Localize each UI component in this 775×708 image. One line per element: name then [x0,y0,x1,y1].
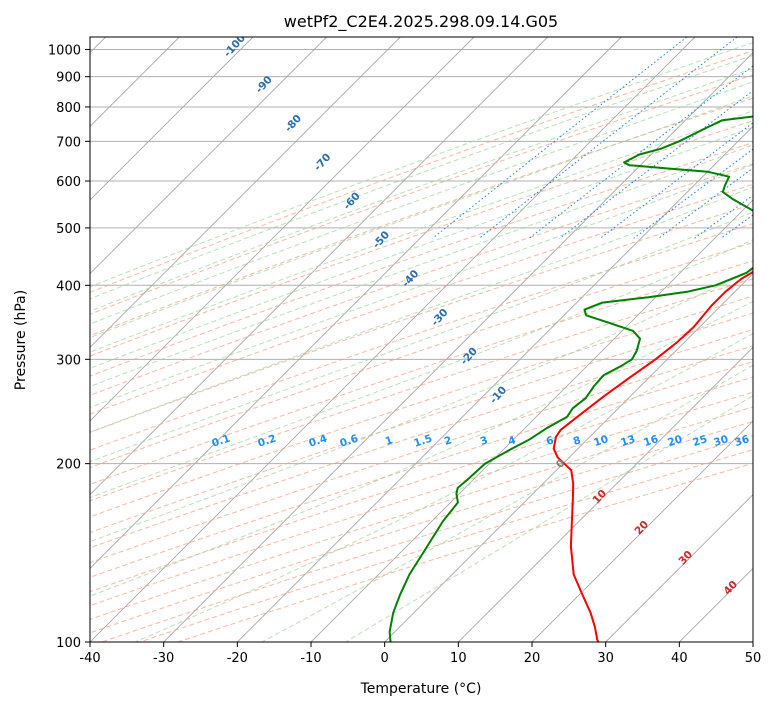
temperature-line [552,270,753,642]
moist-adiabat-line [90,81,753,325]
mixing-ratio-line [658,167,753,239]
x-axis-label: Temperature (°C) [360,681,482,697]
isotherm-line [90,37,696,642]
moist-adiabat-line [90,41,753,288]
mixing-ratio-label: 0.1 [210,433,231,450]
x-tick-label: -40 [79,651,100,666]
moist-adiabat-line [90,300,753,597]
mixing-ratio-label: 8 [572,434,583,448]
dry-adiabat-line [90,260,753,485]
mixing-ratio-line [559,90,753,239]
plot-area [90,37,753,642]
x-tick-label: -10 [300,651,321,666]
series-layer [388,115,753,642]
mixing-ratio-label: 2 [443,434,454,448]
y-tick-label: 1000 [48,44,81,59]
isotherm-line [90,37,327,275]
isotherm-line [310,199,753,642]
y-tick-label: 900 [56,71,81,86]
isotherm-line [90,37,401,348]
isotherm-line [237,125,753,642]
dewpoint-line [388,115,753,642]
moist-adiabat-line [90,211,753,463]
mixing-ratio-label: 0.4 [307,433,328,450]
y-tick-label: 200 [56,458,81,473]
mixing-ratio-label: 25 [691,433,709,449]
y-tick-label: 600 [56,175,81,190]
mixing-ratio-label: 36 [733,433,751,449]
moist-adiabat-line [90,67,753,312]
x-tick-label: 30 [597,651,614,666]
x-tick-label: 50 [745,651,762,666]
dry-adiabat-line [90,278,753,502]
dry-adiabat-line [90,241,753,469]
isotherm-line [384,273,753,642]
mixing-ratio-label: 3 [479,434,490,448]
dry-adiabat-line [90,391,753,607]
plot-frame [89,36,754,643]
y-axis-label: Pressure (hPa) [13,290,29,390]
isotherm-line [90,37,475,422]
x-tick-label: 40 [671,651,688,666]
y-tick-label: 500 [56,222,81,237]
mixing-ratio-label: 13 [619,433,637,449]
dry-adiabat-line [90,50,753,293]
dry-adiabat-line [90,329,753,549]
mixing-ratio-label: 30 [712,433,730,449]
isotherm-line [531,420,753,642]
moist-adiabat-line [90,186,753,433]
dry-adiabat-line [90,142,753,377]
y-tick-label: 700 [56,135,81,150]
y-tick-label: 100 [56,636,81,651]
moist-adiabat-line [90,239,753,499]
isotherm-line [90,37,254,201]
chart-title: wetPf2_C2E4.2025.298.09.14.G05 [284,12,558,32]
background-lines [90,37,753,642]
dry-adiabat-line [90,312,753,534]
moist-adiabat-line [261,364,753,642]
dry-adiabat-line [90,97,753,337]
y-tick-label: 400 [56,279,81,294]
isotherm-line [605,494,753,642]
moist-adiabat-line [90,164,753,408]
mixing-ratio-label: 0.6 [338,433,359,450]
isotherm-line [90,37,622,569]
dry-adiabat-line [90,295,753,518]
mixing-ratio-label: 16 [642,433,660,449]
dry-adiabat-line [90,163,753,396]
mixing-ratio-label: 1.5 [412,433,433,450]
moist-adiabat-line [90,269,753,543]
mixing-ratio-line [478,37,738,239]
mixing-ratio-label: 20 [666,433,684,449]
y-tick-label: 800 [56,101,81,116]
axes: -40 -30 -20 -10 0 10 20 30 40 5010020030040050060… [48,44,761,666]
dry-adiabat-line [90,345,753,564]
mixing-ratio-label: 6 [545,434,556,448]
moist-adiabat-line [345,395,753,642]
y-tick-label: 300 [56,353,81,368]
mixing-ratio-label: 1 [384,434,395,448]
dry-adiabat-line [90,376,753,593]
x-tick-label: -30 [153,651,174,666]
x-tick-label: 0 [381,651,389,666]
dry-adiabat-line [90,361,753,578]
isotherm-line [163,52,753,642]
isotherm-line [90,37,548,496]
x-tick-label: 10 [450,651,467,666]
mixing-ratio-label: 4 [507,434,518,448]
mixing-ratio-label: 10 [592,433,610,449]
isotherm-line [458,346,753,642]
dry-adiabat-line [90,223,753,451]
x-tick-label: 20 [524,651,541,666]
mixing-ratio-label: 0.2 [256,433,277,450]
x-tick-label: -20 [227,651,248,666]
